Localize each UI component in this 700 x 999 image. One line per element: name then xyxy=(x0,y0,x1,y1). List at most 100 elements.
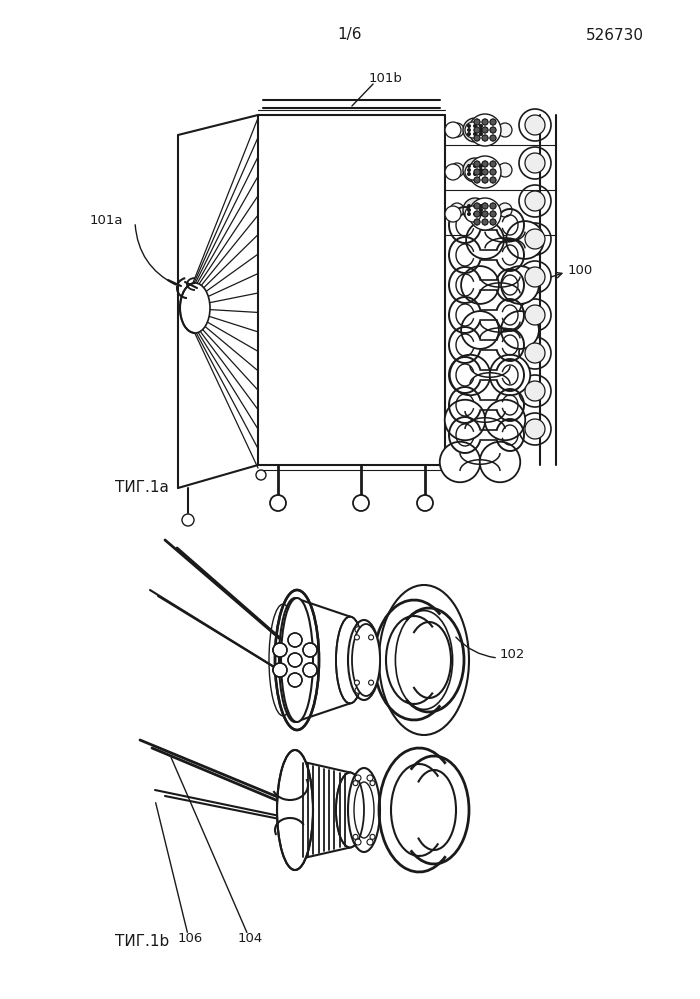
Circle shape xyxy=(270,495,286,511)
Circle shape xyxy=(273,643,287,657)
Circle shape xyxy=(482,135,488,141)
Circle shape xyxy=(482,177,488,183)
Circle shape xyxy=(525,343,545,363)
Circle shape xyxy=(474,211,480,217)
Circle shape xyxy=(519,261,551,293)
Circle shape xyxy=(501,266,539,304)
Circle shape xyxy=(370,780,375,785)
Circle shape xyxy=(367,839,373,845)
Circle shape xyxy=(480,173,482,176)
Circle shape xyxy=(490,169,496,175)
Circle shape xyxy=(498,123,512,137)
Circle shape xyxy=(482,203,496,217)
Circle shape xyxy=(465,164,481,180)
Circle shape xyxy=(490,177,496,183)
Circle shape xyxy=(490,211,496,217)
Circle shape xyxy=(450,163,464,177)
Text: 100: 100 xyxy=(568,264,594,277)
Circle shape xyxy=(482,203,488,209)
Circle shape xyxy=(468,205,470,208)
Text: 1/6: 1/6 xyxy=(337,28,363,43)
Circle shape xyxy=(519,375,551,407)
Circle shape xyxy=(461,311,499,349)
Circle shape xyxy=(450,203,464,217)
Ellipse shape xyxy=(348,768,380,852)
Circle shape xyxy=(506,221,544,259)
Circle shape xyxy=(490,161,496,167)
Circle shape xyxy=(463,118,487,142)
Circle shape xyxy=(182,514,194,526)
Circle shape xyxy=(303,663,317,677)
Circle shape xyxy=(468,165,470,168)
Circle shape xyxy=(480,129,482,132)
Circle shape xyxy=(525,191,545,211)
Circle shape xyxy=(474,203,480,209)
Circle shape xyxy=(498,163,512,177)
Circle shape xyxy=(480,125,482,128)
Circle shape xyxy=(473,213,477,216)
Circle shape xyxy=(525,305,545,325)
Circle shape xyxy=(490,355,531,396)
Ellipse shape xyxy=(352,624,380,696)
Ellipse shape xyxy=(180,283,210,333)
Circle shape xyxy=(463,158,487,182)
Circle shape xyxy=(288,633,302,647)
Circle shape xyxy=(482,169,488,175)
Circle shape xyxy=(525,419,545,439)
Circle shape xyxy=(468,173,470,176)
Circle shape xyxy=(468,125,470,128)
Circle shape xyxy=(474,203,480,209)
Circle shape xyxy=(525,229,545,249)
Circle shape xyxy=(449,355,490,396)
Circle shape xyxy=(273,663,287,677)
Circle shape xyxy=(466,221,504,259)
Ellipse shape xyxy=(277,750,313,870)
Circle shape xyxy=(482,161,488,167)
Circle shape xyxy=(469,198,501,230)
Ellipse shape xyxy=(279,598,311,722)
Circle shape xyxy=(469,114,501,146)
Circle shape xyxy=(519,413,551,445)
Circle shape xyxy=(490,119,496,125)
Circle shape xyxy=(474,177,480,183)
Circle shape xyxy=(355,775,361,781)
Circle shape xyxy=(353,780,358,785)
Ellipse shape xyxy=(275,590,319,730)
Circle shape xyxy=(482,123,496,137)
Circle shape xyxy=(367,626,373,632)
Circle shape xyxy=(474,127,480,133)
Circle shape xyxy=(367,775,373,781)
Circle shape xyxy=(501,311,539,349)
Circle shape xyxy=(480,205,482,208)
Circle shape xyxy=(474,135,480,141)
Circle shape xyxy=(482,119,488,125)
Circle shape xyxy=(519,337,551,369)
Circle shape xyxy=(353,834,358,839)
Text: 101b: 101b xyxy=(368,72,402,85)
Circle shape xyxy=(367,687,373,693)
Circle shape xyxy=(484,400,525,441)
Circle shape xyxy=(490,203,496,209)
Circle shape xyxy=(480,442,520,483)
Circle shape xyxy=(525,381,545,401)
Circle shape xyxy=(490,135,496,141)
Circle shape xyxy=(474,135,480,141)
Circle shape xyxy=(482,169,488,175)
Circle shape xyxy=(490,211,496,217)
Circle shape xyxy=(482,127,488,133)
Text: 526730: 526730 xyxy=(586,28,644,43)
Circle shape xyxy=(440,442,480,483)
Circle shape xyxy=(474,161,480,167)
Circle shape xyxy=(466,123,480,137)
Circle shape xyxy=(256,470,266,480)
Circle shape xyxy=(519,147,551,179)
Circle shape xyxy=(468,133,470,136)
Circle shape xyxy=(468,169,470,172)
Circle shape xyxy=(525,267,545,287)
Circle shape xyxy=(445,122,461,138)
Circle shape xyxy=(288,653,302,667)
Circle shape xyxy=(473,165,477,168)
Circle shape xyxy=(490,219,496,225)
Circle shape xyxy=(463,198,487,222)
Circle shape xyxy=(369,680,374,685)
